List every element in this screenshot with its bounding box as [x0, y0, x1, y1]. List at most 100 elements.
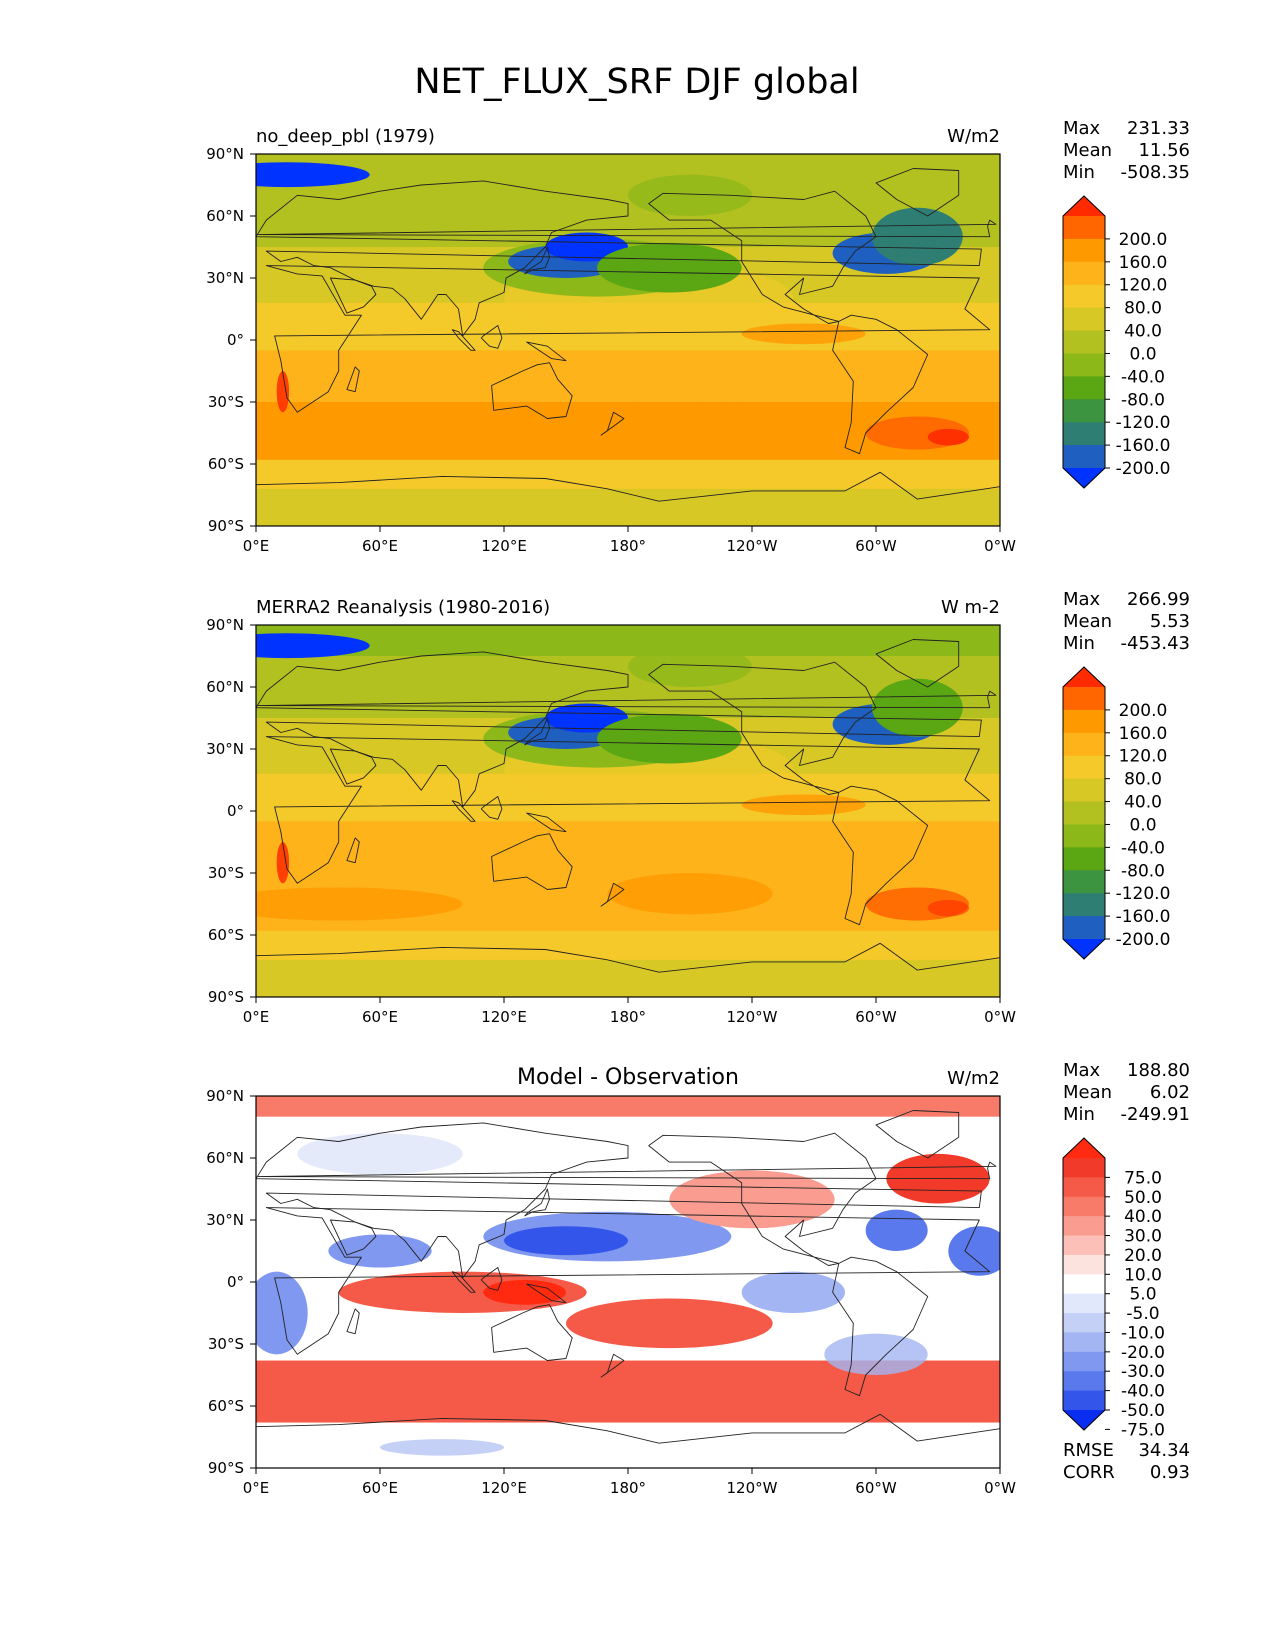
coastline-japan	[524, 246, 550, 275]
x-tick-label: 60°W	[855, 537, 897, 555]
colorbar-segment	[1063, 353, 1105, 377]
stat-label: CORR	[1063, 1462, 1115, 1483]
x-tick-label: 0°E	[243, 1008, 270, 1026]
coastline-borneo	[480, 325, 503, 349]
stat-value: 188.80	[1127, 1060, 1190, 1081]
panel-title-left: no_deep_pbl (1979)	[256, 126, 435, 147]
colorbar-segment	[1063, 1177, 1105, 1198]
coastline-africa	[265, 736, 991, 884]
stat-value: -453.43	[1121, 633, 1190, 654]
colorbar-tick-label: 160.0	[1119, 724, 1168, 744]
coastline-sumatra	[451, 800, 476, 822]
coastline-australia	[491, 1304, 573, 1361]
stat-label: RMSE	[1063, 1440, 1114, 1461]
colorbar-tick-label: 10.0	[1124, 1265, 1162, 1285]
x-tick-label: 120°E	[481, 537, 527, 555]
coastline-madagascar	[346, 837, 360, 864]
coastline-africa	[265, 265, 991, 413]
colorbar-tick-label: -40.0	[1121, 838, 1165, 858]
colorbar-segment	[1063, 216, 1105, 240]
y-tick-label: 0°	[227, 802, 244, 820]
figure-title: NET_FLUX_SRF DJF global	[414, 62, 859, 102]
coastline-eurasia	[256, 651, 982, 808]
coastline-greenland	[875, 1110, 960, 1159]
stat-value: 0.93	[1150, 1462, 1190, 1483]
y-tick-label: 60°N	[206, 678, 244, 696]
field-npac-red	[669, 1170, 835, 1229]
stat-label: Mean	[1063, 140, 1112, 161]
y-tick-label: 60°S	[208, 1397, 244, 1415]
colorbar-tick-label: -160.0	[1116, 436, 1171, 456]
field-arabian	[328, 1234, 432, 1268]
coastline-antarctica	[256, 1413, 1000, 1468]
stat-value: 5.53	[1150, 611, 1190, 632]
y-tick-label: 0°	[227, 1273, 244, 1291]
field-antarctic-rim	[256, 459, 1000, 489]
colorbar-segment	[1063, 824, 1105, 848]
coastline-eurasia	[256, 1122, 982, 1279]
colorbar-tick-label: 200.0	[1119, 230, 1168, 250]
coastline-newguinea	[526, 1283, 567, 1304]
colorbar-segment	[1063, 445, 1105, 469]
colorbar: 200.0 160.0 120.0 80.0 40.00.0 -40.0 -80.0 -120…	[1062, 666, 1170, 960]
colorbar-segment	[1063, 870, 1105, 894]
colorbar-tick-label: -10.0	[1121, 1323, 1165, 1343]
field-falklands-core	[927, 428, 969, 446]
coastline-namerica	[648, 1132, 877, 1266]
stat-value: -249.91	[1121, 1104, 1190, 1125]
colorbar-tick-label: 0.0	[1129, 344, 1156, 364]
map-field	[256, 625, 1000, 997]
colorbar-segment	[1063, 376, 1105, 400]
stat-value: 266.99	[1127, 589, 1190, 610]
field-south-pac	[607, 402, 773, 444]
x-tick-label: 120°W	[727, 537, 778, 555]
panel-title-center: Model - Observation	[517, 1065, 739, 1090]
colorbar-segment	[1063, 284, 1105, 309]
field-brazil-blue	[824, 1333, 928, 1376]
colorbar-segment	[1063, 709, 1105, 734]
stat-label: Min	[1063, 162, 1095, 183]
colorbar-tick-label: -50.0	[1121, 1401, 1165, 1421]
colorbar-tick-label: 200.0	[1119, 701, 1168, 721]
field-epac	[741, 1271, 845, 1314]
colorbar-tick-label: -80.0	[1121, 861, 1165, 881]
colorbar-tick-label: -40.0	[1121, 1382, 1165, 1402]
colorbar-tick-label: 40.0	[1124, 793, 1162, 813]
stat-value: 34.34	[1138, 1440, 1190, 1461]
x-tick-label: 180°	[610, 537, 646, 555]
coastline-samerica	[832, 1256, 929, 1397]
y-tick-label: 30°S	[208, 1335, 244, 1353]
field-south-indian	[256, 416, 463, 450]
colorbar-segment	[1063, 778, 1105, 803]
colorbar-extend-min	[1063, 939, 1105, 959]
coastline-australia	[491, 833, 573, 890]
field-barents	[256, 633, 370, 659]
y-tick-label: 90°S	[208, 988, 244, 1006]
field-barents	[256, 162, 370, 188]
field-arctic	[256, 1096, 1000, 1117]
coastline-antarctica	[256, 942, 1000, 997]
coastline-newzealand	[600, 882, 625, 907]
x-tick-label: 0°E	[243, 537, 270, 555]
field-maritime	[483, 1279, 566, 1305]
colorbar-tick-label: 120.0	[1119, 747, 1168, 767]
coastline-samerica	[832, 785, 929, 926]
x-tick-label: 0°W	[984, 1479, 1016, 1497]
coastline-sumatra	[451, 329, 476, 351]
field-cold-tongue	[741, 794, 866, 816]
colorbar-tick-label: 120.0	[1119, 276, 1168, 296]
colorbar: 200.0 160.0 120.0 80.0 40.00.0 -40.0 -80.0 -120…	[1062, 195, 1171, 489]
field-subtropics-south	[256, 821, 1000, 873]
panel-test: no_deep_pbl (1979) W/m2 0°E 60°E 120°E 180° 12…	[206, 118, 1190, 555]
colorbar-extend-min	[1063, 1410, 1105, 1430]
x-tick-label: 120°E	[481, 1479, 527, 1497]
colorbar-tick-label: 40.0	[1124, 322, 1162, 342]
colorbar-tick-label: -75.0	[1121, 1420, 1165, 1440]
stat-label: Max	[1063, 1060, 1101, 1081]
colorbar-extend-max	[1063, 667, 1105, 687]
coastline-namerica	[648, 661, 877, 795]
colorbar-tick-label: -80.0	[1121, 390, 1165, 410]
field-natl-blue	[865, 1209, 928, 1252]
x-tick-label: 60°W	[855, 1008, 897, 1026]
